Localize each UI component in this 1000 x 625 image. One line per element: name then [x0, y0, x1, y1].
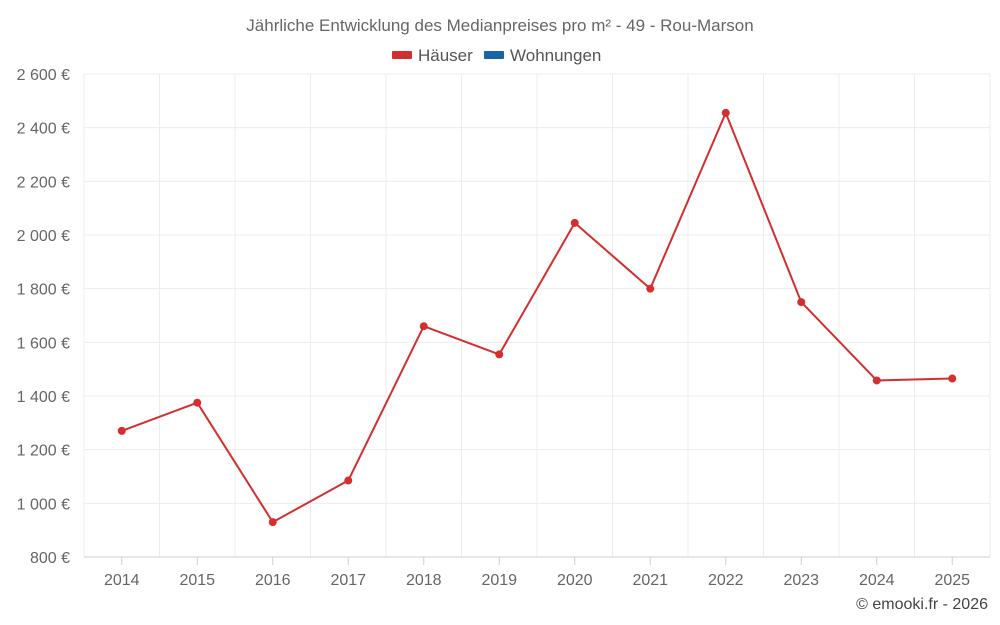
y-tick-label: 2 400 € — [17, 121, 70, 138]
axes — [84, 556, 990, 565]
series-line-0 — [120, 111, 954, 524]
data-point-2015[interactable] — [193, 398, 202, 407]
grid-lines — [83, 73, 991, 557]
data-point-2024[interactable] — [872, 376, 881, 385]
x-tick-label: 2025 — [934, 572, 970, 589]
legend-label-houses: Häuser — [418, 46, 473, 65]
chart-title: Jährliche Entwicklung des Medianpreises … — [246, 16, 753, 35]
x-tick-label: 2024 — [859, 572, 895, 589]
x-tick-label: 2018 — [406, 572, 442, 589]
x-tick-label: 2019 — [481, 572, 517, 589]
data-point-2025[interactable] — [948, 374, 957, 383]
x-axis-tick-labels: 2014 2015 2016 2017 2018 2019 2020 2021 2022 2023… — [104, 572, 970, 589]
y-tick-label: 2 000 € — [17, 228, 70, 245]
x-tick-label: 2017 — [330, 572, 366, 589]
legend-swatch-houses — [392, 51, 412, 59]
data-point-2018[interactable] — [419, 322, 428, 331]
y-tick-label: 2 200 € — [17, 174, 70, 191]
y-tick-label: 1 200 € — [17, 443, 70, 460]
y-axis-tick-labels: 800 € 1 000 € 1 200 € 1 400 € 1 600 € 1 800 €… — [17, 67, 70, 567]
data-point-2014[interactable] — [117, 426, 126, 435]
x-tick-label: 2016 — [255, 572, 291, 589]
x-tick-label: 2022 — [708, 572, 744, 589]
legend: Häuser Wohnungen — [392, 46, 601, 65]
data-series — [117, 108, 957, 527]
legend-label-apartments: Wohnungen — [510, 46, 601, 65]
y-tick-label: 1 600 € — [17, 335, 70, 352]
x-tick-label: 2021 — [632, 572, 668, 589]
y-tick-label: 800 € — [30, 550, 70, 567]
y-tick-label: 1 000 € — [17, 496, 70, 513]
x-tick-label: 2014 — [104, 572, 140, 589]
data-point-2019[interactable] — [495, 350, 504, 359]
legend-item-apartments[interactable]: Wohnungen — [484, 46, 601, 65]
data-point-2023[interactable] — [797, 298, 806, 307]
legend-swatch-apartments — [484, 51, 504, 59]
y-tick-label: 1 800 € — [17, 282, 70, 299]
data-point-2021[interactable] — [646, 284, 655, 293]
data-point-2020[interactable] — [570, 218, 579, 227]
x-tick-label: 2020 — [557, 572, 593, 589]
data-point-2016[interactable] — [268, 518, 277, 527]
x-tick-label: 2023 — [783, 572, 819, 589]
x-tick-label: 2015 — [179, 572, 215, 589]
y-tick-label: 2 600 € — [17, 67, 70, 84]
data-point-2017[interactable] — [344, 476, 353, 485]
data-point-2022[interactable] — [721, 108, 730, 117]
y-tick-label: 1 400 € — [17, 389, 70, 406]
legend-item-houses[interactable]: Häuser — [392, 46, 473, 65]
chart-credit: © emooki.fr - 2026 — [856, 596, 988, 613]
